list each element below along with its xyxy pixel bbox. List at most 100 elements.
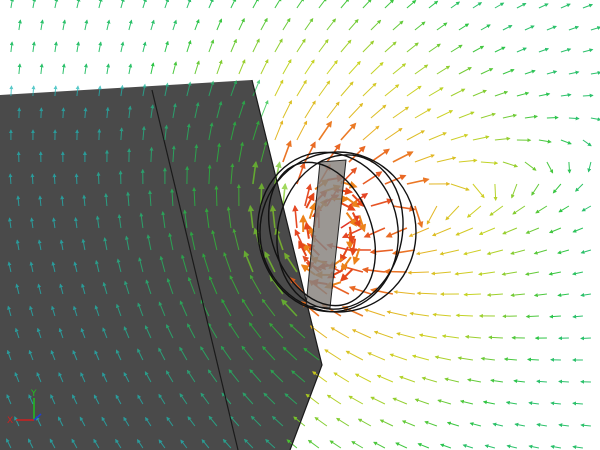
velocity-arrow — [516, 47, 527, 53]
velocity-arrow — [415, 249, 438, 256]
velocity-arrow — [30, 173, 35, 185]
velocity-arrow — [582, 139, 592, 147]
velocity-arrow — [179, 393, 188, 405]
rotating-plate — [305, 159, 347, 309]
velocity-arrow — [36, 327, 42, 339]
velocity-arrow — [582, 93, 594, 98]
velocity-arrow — [510, 293, 525, 298]
velocity-arrow — [186, 0, 192, 9]
velocity-arrow — [282, 140, 292, 163]
velocity-arrow — [115, 349, 122, 361]
velocity-arrow — [408, 227, 430, 237]
velocity-arrow — [450, 1, 461, 9]
velocity-arrow — [426, 205, 438, 225]
velocity-arrow — [454, 271, 473, 276]
velocity-arrow — [252, 160, 259, 185]
velocity-arrow-near-plate — [303, 221, 312, 239]
velocity-arrow — [486, 249, 504, 256]
velocity-arrow — [572, 227, 584, 233]
velocity-arrow — [326, 394, 342, 405]
velocity-arrow — [216, 101, 223, 119]
velocity-arrow — [466, 205, 482, 218]
velocity-arrow — [194, 102, 200, 119]
velocity-arrow — [439, 249, 460, 256]
velocity-arrow — [82, 194, 87, 207]
velocity-arrow — [6, 394, 12, 405]
velocity-arrow — [549, 314, 561, 319]
velocity-arrow — [145, 279, 152, 295]
velocity-arrow — [76, 41, 81, 53]
velocity-arrow — [414, 205, 424, 229]
velocity-arrow — [145, 416, 152, 427]
velocity-arrow — [538, 92, 551, 97]
velocity-arrow — [560, 48, 572, 53]
velocity-arrow — [7, 261, 12, 273]
velocity-arrow — [480, 356, 495, 361]
velocity-arrow — [293, 416, 306, 427]
velocity-arrow — [568, 116, 580, 121]
velocity-arrow — [102, 372, 108, 383]
velocity-arrow — [102, 281, 108, 295]
velocity-arrow — [284, 252, 298, 273]
velocity-arrow — [31, 41, 36, 53]
velocity-arrow — [14, 327, 20, 339]
velocity-arrow — [226, 206, 232, 229]
velocity-arrow — [250, 415, 262, 427]
velocity-arrow — [187, 276, 196, 295]
velocity-arrow — [421, 376, 438, 383]
velocity-arrow — [318, 38, 329, 53]
velocity-arrow — [582, 48, 594, 53]
velocity-arrow — [211, 229, 218, 251]
velocity-arrow — [194, 144, 199, 163]
velocity-arrow — [439, 443, 452, 449]
velocity-arrow — [528, 401, 539, 406]
velocity-arrow — [142, 0, 147, 9]
rotation-orbit-circles — [256, 151, 417, 313]
velocity-arrow — [330, 327, 350, 339]
velocity-arrow — [194, 18, 200, 31]
velocity-arrow — [348, 102, 364, 119]
velocity-arrow — [314, 417, 328, 427]
velocity-arrow — [8, 173, 13, 185]
velocity-arrow — [370, 61, 384, 75]
velocity-arrow — [450, 183, 470, 191]
velocity-arrow — [581, 205, 592, 212]
velocity-arrow — [318, 80, 331, 97]
velocity-arrow — [414, 154, 435, 163]
velocity-arrow — [557, 293, 569, 298]
velocity-arrow — [52, 173, 57, 185]
velocity-arrow — [486, 292, 503, 297]
velocity-arrow — [370, 19, 382, 31]
velocity-arrow — [28, 394, 34, 405]
velocity-arrow — [303, 347, 320, 361]
velocity-arrow — [457, 356, 473, 361]
velocity-arrow — [524, 69, 536, 75]
velocity-arrow — [333, 372, 350, 383]
velocity-arrow — [189, 231, 196, 251]
velocity-arrow — [262, 346, 276, 361]
velocity-arrow — [383, 268, 407, 275]
velocity-arrow — [29, 261, 34, 273]
velocity-arrow — [386, 310, 408, 317]
velocity-arrow-near-plate — [305, 192, 315, 209]
velocity-arrow — [93, 394, 100, 405]
velocity-arrow — [53, 41, 58, 53]
velocity-arrow — [580, 423, 591, 428]
velocity-arrow — [525, 314, 539, 319]
velocity-arrow — [128, 63, 133, 75]
velocity-arrow — [116, 258, 122, 273]
velocity-arrow — [436, 110, 454, 119]
velocity-arrow — [428, 87, 444, 97]
velocity-arrow — [208, 122, 214, 141]
velocity-arrow — [568, 70, 580, 75]
velocity-arrow — [123, 326, 130, 339]
velocity-arrow — [472, 2, 483, 9]
velocity-arrow — [502, 113, 518, 119]
velocity-arrow — [50, 349, 56, 361]
velocity-arrow — [9, 85, 14, 97]
velocity-arrow — [531, 183, 540, 196]
velocity-arrow — [260, 140, 268, 163]
velocity-arrow — [318, 0, 327, 9]
velocity-arrow — [478, 227, 496, 236]
